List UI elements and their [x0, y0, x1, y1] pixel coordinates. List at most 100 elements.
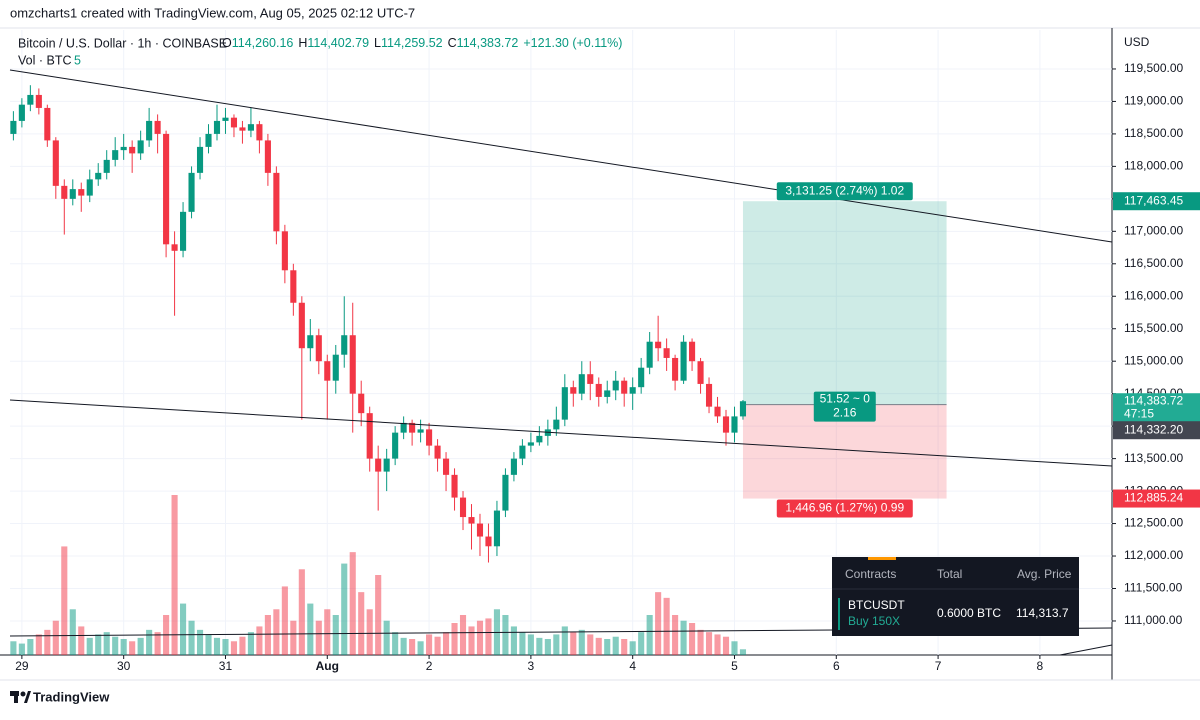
logo: TradingView — [10, 689, 110, 704]
volume-bar — [697, 629, 704, 655]
last-price-tag — [1113, 393, 1200, 423]
position-badge — [813, 391, 876, 422]
volume-bar — [714, 634, 721, 655]
candle-body — [281, 231, 288, 271]
candle-body — [222, 117, 229, 121]
candle-body — [383, 458, 390, 472]
candle-body — [196, 146, 204, 173]
volume-bar — [315, 620, 322, 655]
volume-bar — [239, 636, 246, 655]
y-tick-label: 112,000.00 — [1124, 548, 1183, 562]
candle-body — [731, 416, 738, 433]
volume-bar — [290, 620, 297, 655]
candle-body — [621, 380, 628, 394]
candle-body — [44, 107, 51, 141]
volume-bar — [78, 626, 85, 655]
candle-body — [298, 302, 305, 349]
candle-body — [468, 517, 475, 524]
volume-bar — [527, 634, 534, 655]
candle-body — [35, 94, 42, 108]
candle-body — [714, 406, 721, 417]
candle-body — [638, 367, 645, 388]
y-tick-label: 119,500.00 — [1124, 61, 1183, 75]
candle-body — [78, 189, 85, 196]
volume-bar — [188, 620, 195, 655]
candle-body — [697, 361, 704, 384]
candle-body — [349, 335, 356, 394]
volume-bar — [689, 623, 696, 655]
x-tick-label: 5 — [731, 659, 738, 673]
profit-zone — [742, 201, 947, 405]
volume-bar — [485, 618, 492, 655]
volume-bar — [722, 636, 730, 655]
candle-body — [256, 124, 263, 141]
candle-body — [434, 445, 441, 459]
volume-bar — [621, 639, 628, 655]
volume-bar — [536, 637, 543, 655]
volume-legend: Vol · BTC — [18, 53, 72, 67]
volume-bar — [468, 626, 475, 655]
candle-body — [332, 354, 339, 381]
y-tick-label: 111,500.00 — [1124, 581, 1183, 595]
volume-bar — [553, 634, 560, 655]
legend-change: +121.30 (+0.11%) — [523, 36, 622, 50]
candle-body — [570, 387, 577, 394]
volume-bar — [502, 615, 509, 655]
ohlc-legend: O114,260.16 H114,402.79 L114,259.52 C114,38… — [222, 36, 622, 50]
price-tag — [1113, 421, 1200, 440]
candle-body — [680, 341, 687, 381]
volume-bar — [604, 639, 611, 655]
volume-bar — [358, 592, 365, 655]
x-tick-label: 30 — [117, 659, 131, 673]
volume-bar — [332, 615, 339, 655]
volume-bar — [35, 634, 42, 655]
y-tick-label: 118,500.00 — [1124, 126, 1183, 140]
panel-header: Contracts — [845, 567, 896, 581]
volume-bar — [375, 575, 382, 655]
candle-body — [459, 497, 467, 518]
y-tick-label: 111,000.00 — [1124, 613, 1183, 627]
volume-bar — [298, 569, 305, 655]
candle-body — [61, 185, 68, 199]
volume-bar — [307, 603, 314, 655]
candle-body — [536, 435, 543, 443]
candle-body — [629, 387, 636, 394]
position-badge — [776, 499, 913, 518]
volume-bar — [171, 495, 178, 655]
y-tick-label: 117,000.00 — [1124, 223, 1183, 237]
candle-body — [213, 120, 221, 134]
candle-body — [476, 523, 484, 537]
currency: USD — [1124, 35, 1150, 49]
logo-text: TradingView — [33, 689, 110, 704]
volume-bar — [341, 563, 348, 655]
volume-bar — [451, 623, 458, 655]
x-tick-label: 7 — [935, 659, 942, 673]
y-tick-label: 116,500.00 — [1124, 256, 1183, 270]
last-price-label: 114,383.72 — [1124, 393, 1183, 407]
volume-bar — [103, 632, 110, 655]
volume-bar — [646, 615, 653, 655]
position-badge — [776, 182, 913, 201]
candle-body — [612, 380, 619, 391]
volume-bar — [222, 639, 229, 655]
candle-body — [18, 104, 25, 121]
legend-value: 114,260.16 — [232, 36, 294, 50]
price-tag-label: 114,332.20 — [1124, 422, 1183, 436]
x-tick-label: 31 — [219, 659, 233, 673]
x-tick-label: 2 — [426, 659, 433, 673]
candle-body — [722, 416, 730, 433]
candle-body — [553, 419, 560, 430]
candle-body — [146, 120, 153, 141]
volume-bar — [230, 641, 238, 655]
volume-last: 5 — [74, 53, 81, 67]
position-label: 2.16 — [833, 406, 857, 420]
y-tick-label: 115,000.00 — [1124, 353, 1183, 367]
total: 0.6000 BTC — [937, 606, 1001, 620]
volume-bar — [324, 609, 331, 655]
candle-body — [307, 335, 314, 349]
candle-body — [188, 172, 195, 212]
countdown: 47:15 — [1124, 406, 1154, 420]
candle-body — [273, 172, 280, 232]
candle-body — [69, 189, 76, 199]
